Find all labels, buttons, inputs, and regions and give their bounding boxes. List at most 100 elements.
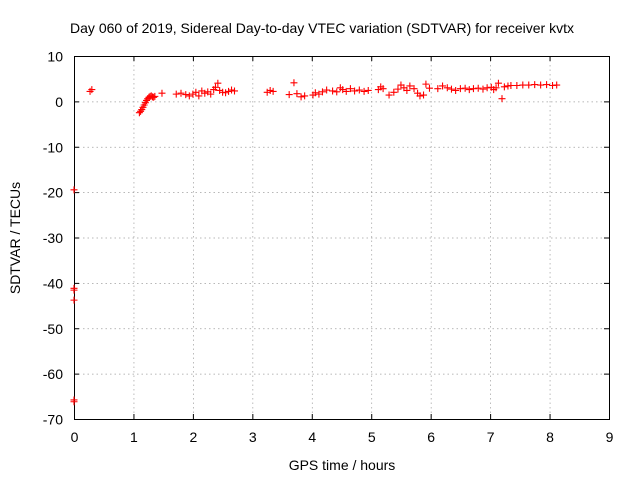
data-point <box>88 86 96 94</box>
data-point <box>507 81 515 89</box>
chart-title: Day 060 of 2019, Sidereal Day-to-day VTE… <box>70 20 574 36</box>
data-point <box>311 89 319 97</box>
data-point <box>177 89 185 97</box>
data-point <box>364 86 372 94</box>
data-point <box>70 398 78 406</box>
data-point <box>479 85 487 93</box>
data-point <box>290 79 298 87</box>
data-point <box>182 91 190 99</box>
data-point <box>211 83 219 91</box>
data-point <box>537 81 545 89</box>
data-point <box>403 86 411 94</box>
y-tick-label: -50 <box>43 321 63 337</box>
data-point <box>297 93 305 101</box>
data-point <box>228 86 236 94</box>
data-point <box>474 84 482 92</box>
y-tick-label: -30 <box>43 230 63 246</box>
data-point <box>452 86 460 94</box>
data-point <box>410 85 418 93</box>
x-tick-label: 1 <box>130 429 138 445</box>
x-axis-label: GPS time / hours <box>289 457 396 473</box>
data-point <box>301 92 309 100</box>
data-point <box>519 81 527 89</box>
data-point <box>498 95 506 103</box>
data-point <box>513 81 521 89</box>
data-point <box>416 92 424 100</box>
data-point <box>543 81 551 89</box>
y-tick-label: 10 <box>47 49 63 65</box>
data-point <box>151 92 159 100</box>
x-tick-label: 0 <box>71 429 79 445</box>
data-point <box>492 84 500 92</box>
data-point <box>207 90 215 98</box>
y-tick-label: 0 <box>55 94 63 110</box>
x-tick-label: 5 <box>368 429 376 445</box>
data-point <box>425 84 433 92</box>
data-point <box>231 87 238 95</box>
y-tick-label: -20 <box>43 185 63 201</box>
data-point <box>465 86 473 94</box>
data-point <box>525 81 533 89</box>
x-tick-label: 8 <box>546 429 554 445</box>
data-point <box>379 85 387 93</box>
data-point <box>158 89 166 97</box>
data-point <box>323 86 331 94</box>
data-point <box>339 86 347 94</box>
x-tick-label: 7 <box>487 429 495 445</box>
data-point <box>406 82 414 90</box>
y-tick-label: -10 <box>43 139 63 155</box>
data-point <box>447 85 455 93</box>
plot-frame <box>74 56 610 420</box>
data-point <box>192 88 200 96</box>
data-point <box>329 87 337 95</box>
data-point <box>553 81 561 89</box>
data-point <box>394 85 402 93</box>
y-axis-label: SDTVAR / TECUs <box>7 182 23 294</box>
data-point <box>346 85 354 93</box>
data-point <box>172 90 180 98</box>
data-point <box>443 84 451 92</box>
data-point <box>201 89 209 97</box>
grid-lines <box>74 56 609 419</box>
data-points <box>70 79 561 406</box>
data-point <box>185 92 193 100</box>
data-point <box>70 296 78 304</box>
data-point <box>269 87 277 95</box>
data-point <box>70 186 78 194</box>
data-point <box>531 81 539 89</box>
x-tick-label: 2 <box>189 429 197 445</box>
data-point <box>461 84 469 92</box>
data-point <box>333 88 341 96</box>
data-point <box>351 87 359 95</box>
data-point <box>195 92 203 100</box>
data-point <box>266 86 274 94</box>
x-tick-label: 6 <box>427 429 435 445</box>
y-tick-label: -70 <box>43 412 63 428</box>
x-tick-label: 4 <box>308 429 316 445</box>
data-point <box>355 86 363 94</box>
data-point <box>360 87 368 95</box>
data-point <box>318 88 326 96</box>
data-point <box>342 87 350 95</box>
data-point <box>214 79 222 87</box>
data-point <box>70 286 78 294</box>
x-tick-label: 3 <box>249 429 257 445</box>
x-tick-label: 9 <box>606 429 614 445</box>
data-point <box>390 88 398 96</box>
data-point <box>285 91 293 99</box>
data-point <box>385 91 393 99</box>
y-tick-label: -60 <box>43 366 63 382</box>
y-tick-label: -40 <box>43 275 63 291</box>
tick-labels: 0 1 2 3 4 5 6 7 8 9 10 0 -10 -20 -30 -40 -50 -60 -70 <box>43 49 614 446</box>
data-point <box>293 90 301 98</box>
data-point <box>494 79 502 87</box>
data-point <box>422 80 430 88</box>
data-point <box>150 93 158 101</box>
data-point <box>315 90 323 98</box>
data-point <box>222 89 230 97</box>
data-point <box>439 82 447 90</box>
data-point <box>420 91 428 99</box>
data-point <box>225 87 233 95</box>
data-point <box>434 85 442 93</box>
